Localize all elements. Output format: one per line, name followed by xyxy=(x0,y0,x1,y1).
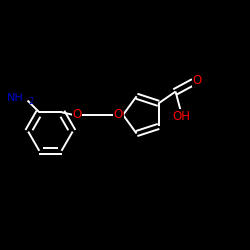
Text: O: O xyxy=(114,108,123,122)
Text: O: O xyxy=(72,108,82,122)
Text: OH: OH xyxy=(172,110,190,123)
Text: O: O xyxy=(193,74,202,87)
Text: NH: NH xyxy=(7,93,24,103)
Text: O: O xyxy=(113,108,122,122)
Text: 2: 2 xyxy=(29,96,34,106)
